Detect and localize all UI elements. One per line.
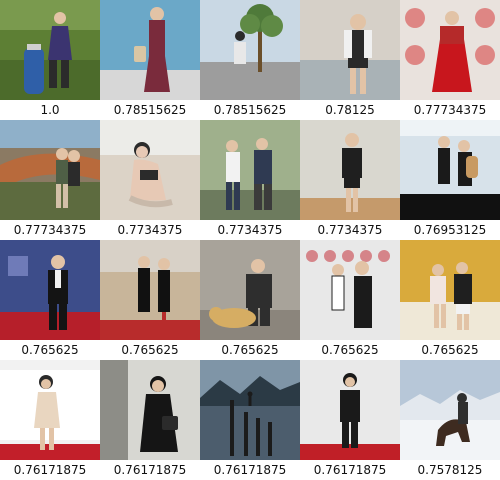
result-image xyxy=(100,120,200,220)
result-image xyxy=(0,120,100,220)
result-thumbnail[interactable] xyxy=(100,120,200,220)
result-image xyxy=(0,240,100,340)
similarity-score: 0.7578125 xyxy=(417,463,483,477)
result-thumbnail[interactable] xyxy=(200,120,300,220)
result-image xyxy=(0,360,100,460)
result-thumbnail[interactable] xyxy=(0,120,100,220)
result-thumbnail[interactable] xyxy=(400,120,500,220)
result-thumbnail[interactable] xyxy=(300,120,400,220)
result-image xyxy=(100,0,200,100)
result-thumbnail[interactable] xyxy=(200,0,300,100)
result-cell[interactable]: 0.77734375 xyxy=(0,120,100,240)
result-image xyxy=(100,240,200,340)
similarity-score: 0.78125 xyxy=(325,103,375,117)
result-cell[interactable]: 0.7578125 xyxy=(400,360,500,480)
result-thumbnail[interactable] xyxy=(300,240,400,340)
result-cell[interactable]: 0.76171875 xyxy=(300,360,400,480)
similarity-score: 0.765625 xyxy=(121,343,179,357)
result-image xyxy=(0,0,100,100)
similarity-score: 1.0 xyxy=(40,103,60,117)
result-thumbnail[interactable] xyxy=(200,360,300,460)
result-thumbnail[interactable] xyxy=(0,360,100,460)
result-cell[interactable]: 0.77734375 xyxy=(400,0,500,120)
result-thumbnail[interactable] xyxy=(100,360,200,460)
result-thumbnail[interactable] xyxy=(200,240,300,340)
result-image xyxy=(200,120,300,220)
result-cell[interactable]: 0.76171875 xyxy=(100,360,200,480)
result-thumbnail[interactable] xyxy=(400,360,500,460)
result-cell[interactable]: 0.765625 xyxy=(200,240,300,360)
result-thumbnail[interactable] xyxy=(300,360,400,460)
result-cell[interactable]: 0.7734375 xyxy=(100,120,200,240)
result-cell[interactable]: 0.7734375 xyxy=(200,120,300,240)
result-cell[interactable]: 0.765625 xyxy=(300,240,400,360)
result-image xyxy=(200,360,300,460)
similarity-score: 0.77734375 xyxy=(13,223,87,237)
result-thumbnail[interactable] xyxy=(100,0,200,100)
result-image xyxy=(300,240,400,340)
similarity-score: 0.76171875 xyxy=(13,463,87,477)
similarity-score: 0.76953125 xyxy=(413,223,487,237)
result-image xyxy=(400,0,500,100)
result-thumbnail[interactable] xyxy=(0,240,100,340)
similarity-score: 0.76171875 xyxy=(313,463,387,477)
result-cell[interactable]: 0.7734375 xyxy=(300,120,400,240)
result-cell[interactable]: 0.78515625 xyxy=(100,0,200,120)
result-cell[interactable]: 0.76953125 xyxy=(400,120,500,240)
similarity-score: 0.78515625 xyxy=(113,103,187,117)
result-thumbnail[interactable] xyxy=(400,0,500,100)
result-image xyxy=(200,240,300,340)
similarity-score: 0.7734375 xyxy=(217,223,283,237)
result-thumbnail[interactable] xyxy=(400,240,500,340)
result-cell[interactable]: 0.76171875 xyxy=(200,360,300,480)
result-image xyxy=(100,360,200,460)
result-thumbnail[interactable] xyxy=(300,0,400,100)
similarity-score: 0.76171875 xyxy=(113,463,187,477)
result-image xyxy=(300,360,400,460)
similarity-score: 0.765625 xyxy=(221,343,279,357)
result-cell[interactable]: 0.765625 xyxy=(100,240,200,360)
result-image xyxy=(300,0,400,100)
result-image xyxy=(400,360,500,460)
result-image xyxy=(400,240,500,340)
result-cell[interactable]: 1.0 xyxy=(0,0,100,120)
result-thumbnail[interactable] xyxy=(0,0,100,100)
similarity-score: 0.7734375 xyxy=(317,223,383,237)
result-image xyxy=(300,120,400,220)
result-cell[interactable]: 0.78125 xyxy=(300,0,400,120)
similarity-score: 0.765625 xyxy=(421,343,479,357)
result-cell[interactable]: 0.78515625 xyxy=(200,0,300,120)
result-cell[interactable]: 0.765625 xyxy=(0,240,100,360)
similarity-score: 0.77734375 xyxy=(413,103,487,117)
result-image xyxy=(200,0,300,100)
result-cell[interactable]: 0.765625 xyxy=(400,240,500,360)
result-image xyxy=(400,120,500,220)
similarity-score: 0.765625 xyxy=(321,343,379,357)
similarity-score: 0.765625 xyxy=(21,343,79,357)
similarity-score: 0.76171875 xyxy=(213,463,287,477)
result-thumbnail[interactable] xyxy=(100,240,200,340)
similarity-score: 0.78515625 xyxy=(213,103,287,117)
result-cell[interactable]: 0.76171875 xyxy=(0,360,100,480)
similarity-score: 0.7734375 xyxy=(117,223,183,237)
